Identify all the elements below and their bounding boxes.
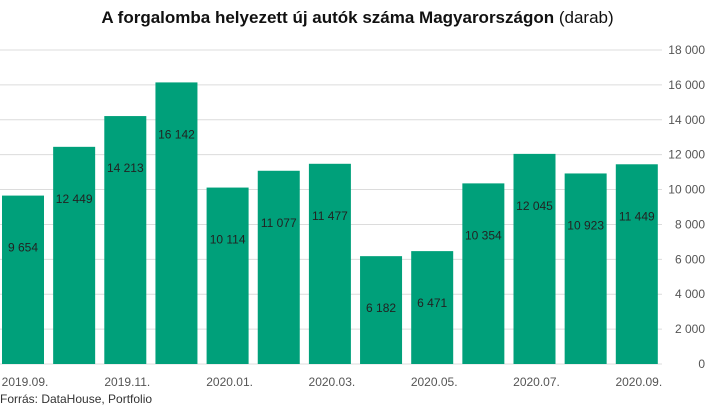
data-label: 9 654	[8, 241, 38, 255]
x-tick-label: 2020.07.	[513, 375, 560, 389]
bar	[257, 170, 300, 364]
y-tick-label: 14 000	[668, 113, 705, 127]
chart-title: A forgalomba helyezett új autók száma Ma…	[0, 8, 715, 28]
y-tick-label: 18 000	[668, 43, 705, 57]
bar	[206, 187, 249, 364]
x-tick-label: 2020.01.	[206, 375, 253, 389]
bar	[2, 195, 44, 364]
y-tick-label: 8 000	[675, 217, 705, 231]
data-label: 11 449	[619, 209, 655, 223]
chart-title-main: A forgalomba helyezett új autók száma Ma…	[101, 8, 555, 27]
data-label: 10 114	[210, 233, 246, 247]
x-tick-label: 2020.05.	[411, 375, 458, 389]
bar	[513, 153, 556, 364]
bar	[155, 82, 198, 365]
bar	[104, 116, 147, 365]
chart-title-unit: (darab)	[558, 8, 614, 27]
data-label: 10 354	[465, 228, 502, 242]
data-label: 11 477	[312, 209, 348, 223]
bar	[411, 251, 454, 364]
y-tick-label: 6 000	[675, 252, 705, 266]
bar	[564, 173, 607, 364]
bar	[360, 256, 403, 364]
data-label: 12 045	[516, 199, 553, 213]
bar	[308, 163, 351, 364]
data-label: 6 182	[366, 301, 396, 315]
y-tick-label: 10 000	[668, 183, 705, 197]
x-tick-label: 2019.11.	[104, 375, 150, 389]
data-label: 6 471	[417, 296, 447, 310]
bar	[615, 164, 658, 364]
data-label: 12 449	[56, 192, 93, 206]
data-label: 10 923	[567, 218, 604, 232]
x-tick-label: 2020.09.	[615, 375, 662, 389]
bar	[53, 146, 96, 364]
y-tick-label: 0	[698, 357, 705, 371]
y-tick-label: 4 000	[675, 287, 705, 301]
x-tick-label: 2019.09.	[2, 375, 49, 389]
data-label: 14 213	[107, 161, 144, 175]
data-label: 16 142	[158, 127, 195, 141]
data-label: 11 077	[261, 216, 297, 230]
y-tick-label: 16 000	[668, 78, 705, 92]
bar	[462, 183, 505, 364]
source-note: Forrás: DataHouse, Portfolio	[0, 392, 153, 406]
y-tick-label: 12 000	[668, 148, 705, 162]
y-tick-label: 2 000	[675, 322, 705, 336]
x-tick-label: 2020.03.	[309, 375, 356, 389]
